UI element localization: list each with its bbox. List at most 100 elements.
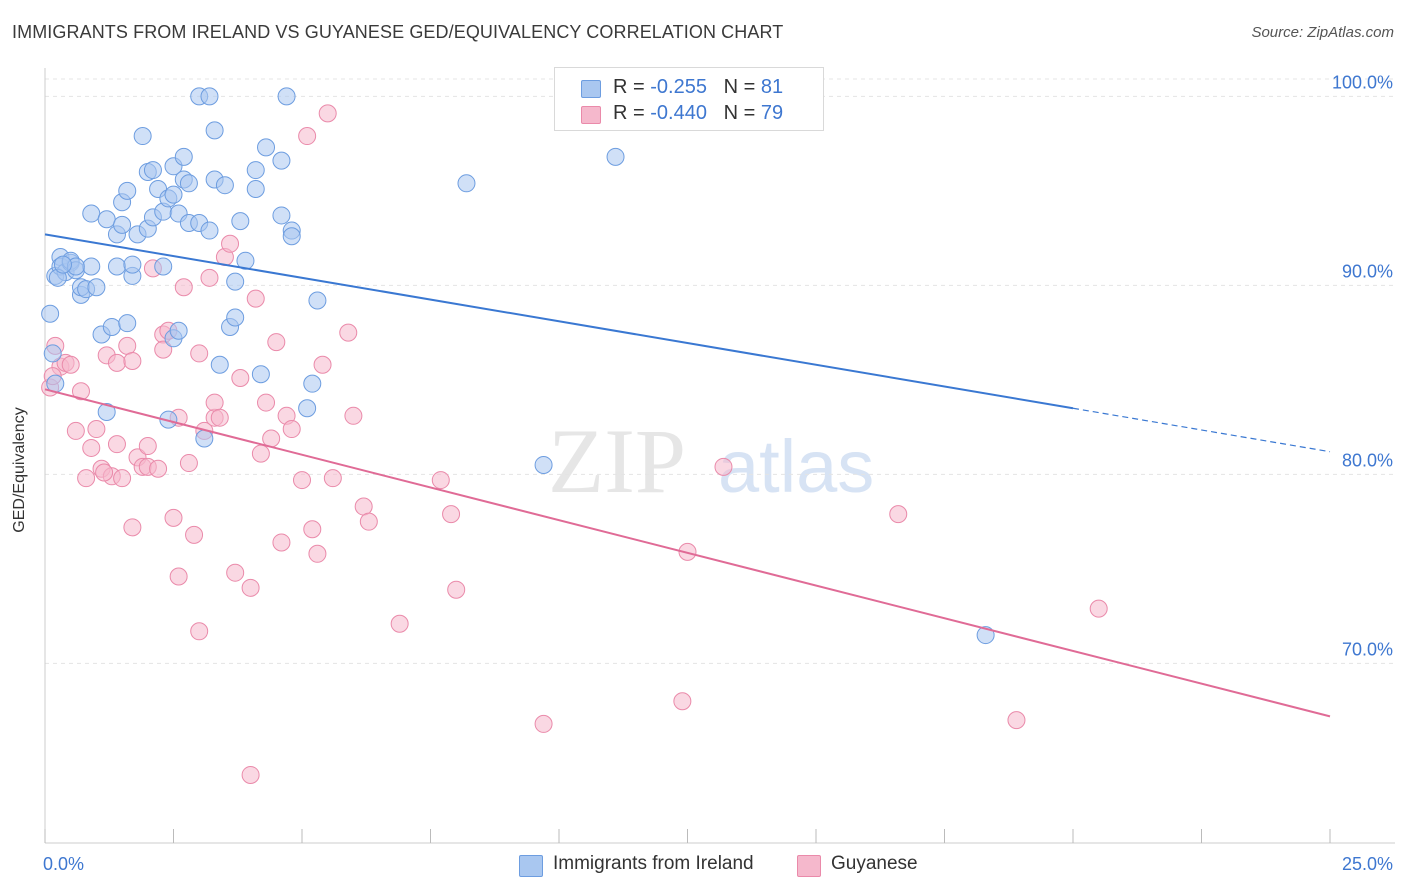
guyanese-point xyxy=(1007,711,1026,730)
trend-lines xyxy=(44,233,1331,718)
guyanese-point xyxy=(354,497,373,516)
ireland-trend-line xyxy=(44,233,1074,410)
guyanese-point xyxy=(231,369,250,387)
ireland-point xyxy=(118,181,137,200)
y-tick-label: 70.0% xyxy=(1342,639,1393,659)
legend-r-value: -0.255 xyxy=(650,76,707,98)
ireland-point xyxy=(308,291,327,310)
ireland-point xyxy=(534,455,553,474)
ireland-point xyxy=(303,374,322,393)
ireland-point xyxy=(606,147,625,166)
ireland-point xyxy=(154,257,173,276)
guyanese-point xyxy=(534,714,553,733)
bottom-legend-label-guyanese: Guyanese xyxy=(831,853,918,874)
x-tick-label: 25.0% xyxy=(1342,854,1393,874)
guyanese-point xyxy=(190,622,209,641)
ireland-point xyxy=(226,272,245,291)
ireland-point xyxy=(107,257,126,276)
bottom-legend-swatch-guyanese xyxy=(797,855,821,877)
axes xyxy=(44,68,1395,844)
bottom-legend-swatch-ireland xyxy=(519,855,543,877)
ireland-point xyxy=(195,429,214,448)
ireland-point xyxy=(174,147,193,166)
ireland-point xyxy=(97,403,116,422)
ireland-point xyxy=(143,161,162,180)
ireland-point xyxy=(169,321,188,340)
guyanese-point xyxy=(87,420,106,439)
ireland-point xyxy=(113,215,132,234)
guyanese-point xyxy=(308,544,327,563)
guyanese-point xyxy=(226,563,245,582)
ireland-point xyxy=(200,221,219,240)
watermark: ZIP atlas xyxy=(548,410,874,512)
ireland-point xyxy=(123,255,142,274)
ireland-point xyxy=(118,314,137,333)
ireland-point xyxy=(87,278,106,297)
bottom-legend-label-ireland: Immigrants from Ireland xyxy=(553,853,754,874)
watermark-zip: ZIP xyxy=(548,410,686,512)
ireland-point xyxy=(215,176,234,195)
guyanese-point xyxy=(190,344,209,363)
ireland-point xyxy=(277,87,296,106)
guyanese-point xyxy=(431,471,450,490)
ireland-point xyxy=(251,365,270,384)
ireland-point xyxy=(457,174,476,193)
guyanese-point xyxy=(673,692,692,711)
guyanese-point xyxy=(267,333,286,352)
guyanese-point xyxy=(293,471,311,490)
guyanese-point xyxy=(313,355,332,374)
ireland-point xyxy=(82,257,101,276)
ireland-point xyxy=(97,210,116,229)
chart-title: IMMIGRANTS FROM IRELAND VS GUYANESE GED/… xyxy=(12,22,784,42)
guyanese-point xyxy=(339,323,358,342)
guyanese-point xyxy=(66,421,85,440)
legend-n-label: N = xyxy=(723,102,756,124)
legend-r-label: R = xyxy=(613,102,645,124)
guyanese-point xyxy=(174,278,193,297)
ireland-point xyxy=(133,127,152,146)
guyanese-point xyxy=(442,505,461,524)
x-tick-label: 0.0% xyxy=(43,854,84,874)
guyanese-point xyxy=(318,104,337,123)
guyanese-point xyxy=(889,505,908,524)
guyanese-point xyxy=(272,533,291,552)
guyanese-point xyxy=(205,393,224,412)
ireland-point xyxy=(246,179,265,198)
ireland-point xyxy=(210,355,229,374)
guyanese-point xyxy=(251,444,270,463)
ireland-point xyxy=(246,161,265,180)
guyanese-point xyxy=(123,351,142,370)
ireland-point xyxy=(102,317,121,336)
guyanese-point xyxy=(303,520,322,539)
legend-r-value: -0.440 xyxy=(650,102,707,124)
ireland-point xyxy=(236,251,255,270)
guyanese-point xyxy=(138,437,157,456)
guyanese-point xyxy=(82,438,101,457)
guyanese-point xyxy=(123,518,142,537)
guyanese-point xyxy=(390,614,409,633)
ireland-point xyxy=(53,255,72,274)
guyanese-point xyxy=(257,393,276,412)
guyanese-trend-line xyxy=(44,388,1331,718)
guyanese-point xyxy=(359,512,378,531)
ireland-point xyxy=(282,227,301,246)
guyanese-point xyxy=(246,289,265,308)
guyanese-point xyxy=(95,463,114,482)
ireland-point xyxy=(164,185,183,204)
legend-r-label: R = xyxy=(613,76,645,98)
guyanese-point xyxy=(282,420,301,439)
guyanese-point xyxy=(61,355,80,374)
ireland-points xyxy=(41,87,995,645)
ireland-point xyxy=(205,121,224,140)
ireland-trend-extension xyxy=(1072,407,1331,453)
y-tick-label: 100.0% xyxy=(1332,72,1393,92)
guyanese-point xyxy=(179,454,198,473)
legend-n-value: 79 xyxy=(760,102,784,124)
guyanese-point xyxy=(221,234,240,253)
guyanese-point xyxy=(210,408,229,427)
guyanese-point xyxy=(185,525,204,544)
guyanese-point xyxy=(241,765,260,784)
y-tick-label: 80.0% xyxy=(1342,450,1393,470)
guyanese-point xyxy=(344,406,363,425)
